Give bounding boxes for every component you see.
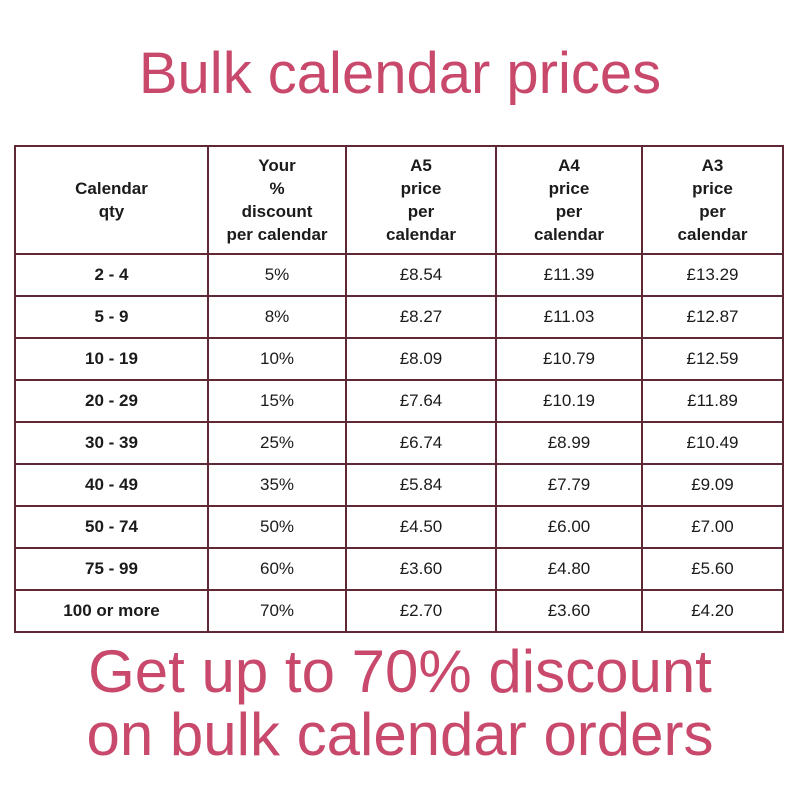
value-cell: £7.00 xyxy=(641,504,784,549)
qty-cell: 2 - 4 xyxy=(14,252,209,297)
page-title: Bulk calendar prices xyxy=(138,41,662,106)
qty-cell: 100 or more xyxy=(14,588,209,633)
qty-cell: 30 - 39 xyxy=(14,420,209,465)
value-cell: £12.59 xyxy=(641,336,784,381)
value-cell: £13.29 xyxy=(641,252,784,297)
price-table: Calendar qty Your % discount per calenda… xyxy=(14,144,784,633)
qty-cell: 40 - 49 xyxy=(14,462,209,507)
value-cell: £5.84 xyxy=(345,462,497,507)
qty-cell: 75 - 99 xyxy=(14,546,209,591)
value-cell: £11.39 xyxy=(495,252,643,297)
promo-text: Get up to 70% discount on bulk calendar … xyxy=(86,637,714,768)
qty-cell: 50 - 74 xyxy=(14,504,209,549)
value-cell: 15% xyxy=(207,378,347,423)
header-row: Calendar qty Your % discount per calenda… xyxy=(14,144,784,255)
value-cell: £9.09 xyxy=(641,462,784,507)
value-cell: £8.99 xyxy=(495,420,643,465)
value-cell: £4.20 xyxy=(641,588,784,633)
value-cell: £10.49 xyxy=(641,420,784,465)
value-cell: £2.70 xyxy=(345,588,497,633)
value-cell: 35% xyxy=(207,462,347,507)
header-discount: Your % discount per calendar xyxy=(207,144,347,255)
value-cell: £3.60 xyxy=(345,546,497,591)
value-cell: £10.19 xyxy=(495,378,643,423)
table-row: 2 - 4 5% £8.54 £11.39 £13.29 xyxy=(14,252,784,297)
value-cell: £3.60 xyxy=(495,588,643,633)
table-row: 100 or more 70% £2.70 £3.60 £4.20 xyxy=(14,588,784,633)
qty-cell: 5 - 9 xyxy=(14,294,209,339)
value-cell: 70% xyxy=(207,588,347,633)
table-row: 40 - 49 35% £5.84 £7.79 £9.09 xyxy=(14,462,784,507)
value-cell: 10% xyxy=(207,336,347,381)
qty-cell: 20 - 29 xyxy=(14,378,209,423)
header-a5-price: A5 price per calendar xyxy=(345,144,497,255)
header-calendar-qty: Calendar qty xyxy=(14,144,209,255)
value-cell: £12.87 xyxy=(641,294,784,339)
value-cell: £6.74 xyxy=(345,420,497,465)
value-cell: £7.64 xyxy=(345,378,497,423)
value-cell: £4.80 xyxy=(495,546,643,591)
value-cell: £8.27 xyxy=(345,294,497,339)
value-cell: £5.60 xyxy=(641,546,784,591)
table-row: 5 - 9 8% £8.27 £11.03 £12.87 xyxy=(14,294,784,339)
value-cell: £7.79 xyxy=(495,462,643,507)
value-cell: £11.89 xyxy=(641,378,784,423)
header-a3-price: A3 price per calendar xyxy=(641,144,784,255)
qty-cell: 10 - 19 xyxy=(14,336,209,381)
table-row: 10 - 19 10% £8.09 £10.79 £12.59 xyxy=(14,336,784,381)
value-cell: 8% xyxy=(207,294,347,339)
table-row: 30 - 39 25% £6.74 £8.99 £10.49 xyxy=(14,420,784,465)
value-cell: £8.54 xyxy=(345,252,497,297)
value-cell: £11.03 xyxy=(495,294,643,339)
value-cell: 25% xyxy=(207,420,347,465)
price-table-body: 2 - 4 5% £8.54 £11.39 £13.29 5 - 9 8% £8.27 £11.… xyxy=(14,252,784,633)
value-cell: £4.50 xyxy=(345,504,497,549)
value-cell: £8.09 xyxy=(345,336,497,381)
header-a4-price: A4 price per calendar xyxy=(495,144,643,255)
table-row: 20 - 29 15% £7.64 £10.19 £11.89 xyxy=(14,378,784,423)
price-table-header: Calendar qty Your % discount per calenda… xyxy=(14,144,784,255)
value-cell: £6.00 xyxy=(495,504,643,549)
table-row: 50 - 74 50% £4.50 £6.00 £7.00 xyxy=(14,504,784,549)
value-cell: 60% xyxy=(207,546,347,591)
value-cell: £10.79 xyxy=(495,336,643,381)
table-row: 75 - 99 60% £3.60 £4.80 £5.60 xyxy=(14,546,784,591)
value-cell: 50% xyxy=(207,504,347,549)
value-cell: 5% xyxy=(207,252,347,297)
